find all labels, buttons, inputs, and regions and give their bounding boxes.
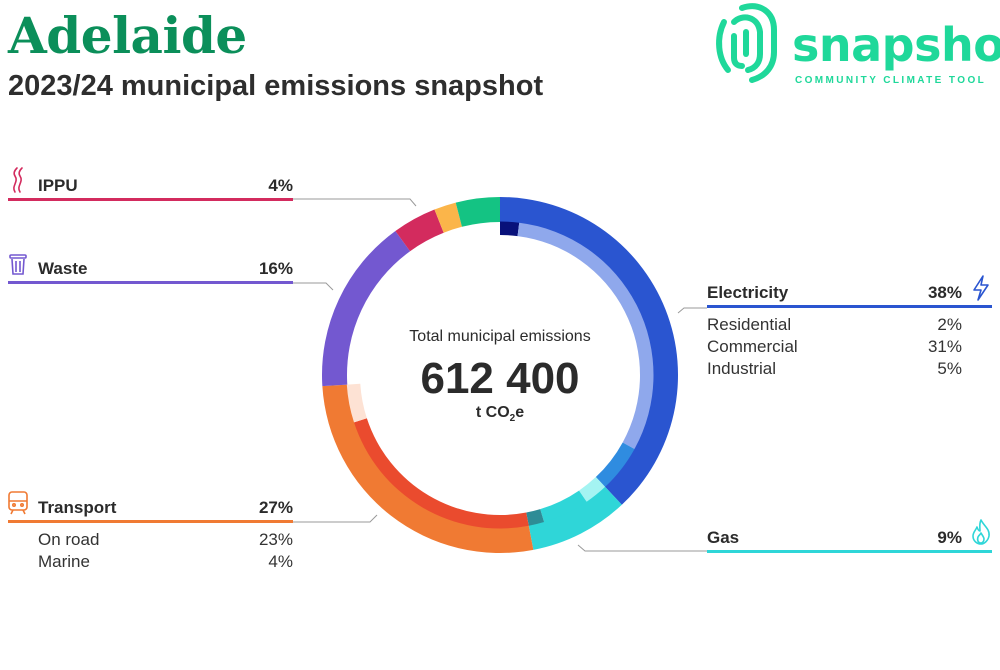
category-percent: 27% [258,498,293,517]
category-percent: 38% [927,283,962,302]
donut-sub-slice-on-road [354,418,529,529]
donut-slice-transport [322,384,534,553]
donut-sub-slice-residential [500,221,520,237]
sub-row-commercial: Commercial 31% [707,337,962,356]
smoke-icon [13,167,23,193]
center-label: Total municipal emissions [409,328,591,345]
leader-line-gas [577,544,707,552]
unit-prefix: t CO [475,404,510,421]
donut-sub-slice-industrial [595,442,635,487]
logo-wordmark: snapshot [792,18,1000,72]
category-percent: 16% [258,259,293,278]
center-total-value: 612 400 [420,354,580,403]
category-name: Electricity [707,283,789,302]
flame-icon [972,519,990,545]
donut-slice-waste [322,230,411,387]
donut-slice-other-5 [434,202,462,233]
category-underline [8,281,293,284]
category-name: Transport [38,498,117,517]
unit-subscript: 2 [509,413,516,425]
category-name: IPPU [38,176,78,195]
donut-slice-electricity [500,197,678,505]
leader-line-transport [293,514,378,523]
category-electricity: Electricity 38% Residential 2% Commercia… [707,283,992,380]
unit-suffix: e [515,404,525,421]
donut-sub-slice-gas-0 [579,477,606,502]
category-percent: 9% [937,528,962,547]
center-unit: t CO2e [380,404,620,424]
lightning-icon [973,275,989,301]
sub-row-industrial: Industrial 5% [707,359,962,378]
category-waste: Waste 16% [8,259,293,284]
donut-slice-gas [528,486,622,550]
category-underline [707,550,992,553]
leader-line-electricity [677,307,707,314]
category-transport: Transport 27% On road 23% Marine 4% [8,498,293,573]
sub-row-on-road: On road 23% [38,530,293,549]
category-underline [8,198,293,201]
donut-sub-slice-marine [346,383,367,423]
donut-sub-slice-commercial [517,222,654,449]
bin-icon [9,254,27,275]
category-ippu: IPPU 4% [8,176,293,201]
category-name: Waste [38,259,88,278]
donut-sub-slice-gas-2 [526,509,545,526]
donut-sub-slice-gas-1 [540,490,587,523]
category-underline [707,305,992,308]
leader-line-waste [293,282,334,291]
page-title: Adelaide [8,6,247,65]
page-subtitle: 2023/24 municipal emissions snapshot [8,70,544,102]
donut-slice-other-6 [455,197,500,227]
category-gas: Gas 9% [707,528,992,553]
leader-line-ippu [293,198,417,207]
logo-tagline: COMMUNITY CLIMATE TOOL [795,75,987,86]
train-icon [8,491,28,515]
donut-slice-ippu [395,209,444,252]
snapshot-logo: snapshot COMMUNITY CLIMATE TOOL [712,0,1000,92]
sub-row-marine: Marine 4% [38,552,293,571]
fingerprint-logo-icon [716,3,777,83]
sub-row-residential: Residential 2% [707,315,962,334]
category-name: Gas [707,528,740,547]
category-percent: 4% [268,176,293,195]
category-underline [8,520,293,523]
